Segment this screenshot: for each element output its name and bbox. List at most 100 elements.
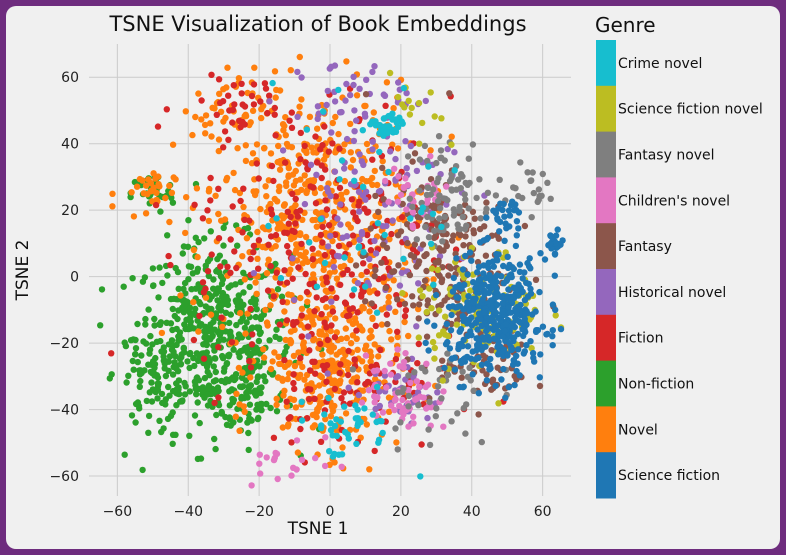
point-historical-novel [337,221,344,228]
point-fiction [415,340,422,348]
point-non-fiction [204,258,212,265]
point-fiction [282,159,289,166]
point-science-fiction-novel [405,97,412,105]
point-fantasy-novel [535,186,543,193]
point-fiction [342,300,350,307]
point-novel [353,92,361,99]
point-non-fiction [161,365,168,372]
point-novel [182,108,189,115]
point-children-s-novel [298,456,306,463]
point-science-fiction [449,288,457,295]
point-fantasy [384,320,391,328]
point-fantasy [378,259,385,266]
point-science-fiction [441,364,448,372]
point-science-fiction [499,308,506,315]
point-novel [297,294,304,302]
point-novel [310,262,317,269]
point-crime-novel [451,167,458,174]
point-fiction [291,228,298,235]
point-science-fiction-novel [406,111,414,118]
point-crime-novel [393,119,400,126]
point-fiction [297,354,304,362]
x-tick-label: 40 [463,504,481,520]
point-novel [339,196,346,203]
point-science-fiction [516,261,524,268]
point-fiction [343,312,351,320]
point-historical-novel [403,165,410,172]
point-historical-novel [398,269,405,276]
point-non-fiction [184,243,192,250]
point-non-fiction [253,306,260,313]
point-non-fiction [169,199,177,206]
point-children-s-novel [263,454,270,461]
point-science-fiction-novel [416,140,423,147]
point-fiction [283,279,291,286]
point-science-fiction [488,316,495,323]
point-crime-novel [306,239,313,246]
point-fantasy-novel [416,156,424,163]
point-fiction [271,111,278,118]
point-novel [302,249,309,256]
point-fantasy [457,232,464,239]
point-children-s-novel [409,209,417,216]
point-non-fiction [173,365,180,372]
point-non-fiction [196,298,203,306]
point-non-fiction [203,341,210,349]
point-non-fiction [151,322,158,329]
point-novel [274,198,281,205]
point-novel [327,413,335,420]
point-fiction [293,318,300,326]
point-novel [190,246,198,254]
point-novel [302,255,309,262]
point-science-fiction-novel [439,377,446,384]
point-historical-novel [351,128,358,135]
point-fantasy [435,257,442,264]
point-children-s-novel [395,173,402,180]
point-science-fiction [524,259,531,267]
point-crime-novel [400,255,407,262]
point-novel [278,375,286,382]
point-non-fiction [210,378,218,385]
x-tick-label: 60 [534,504,552,520]
point-non-fiction [156,417,163,424]
point-fantasy-novel [392,425,399,432]
point-historical-novel [381,372,389,379]
point-fantasy-novel [400,385,407,392]
legend-label: Fiction [618,331,663,347]
point-historical-novel [369,146,376,153]
point-crime-novel [357,418,364,426]
point-non-fiction [172,431,179,438]
point-science-fiction [487,355,494,363]
point-fantasy [395,262,402,269]
point-science-fiction [456,328,463,335]
point-fantasy-novel [426,398,433,406]
point-novel [272,243,279,250]
point-fantasy [411,150,419,157]
x-tick-label: 0 [326,504,335,520]
point-science-fiction [465,293,472,300]
point-fiction [414,360,421,367]
point-novel [208,133,215,140]
point-children-s-novel [256,451,263,458]
point-crime-novel [360,249,367,256]
point-historical-novel [375,188,383,195]
point-science-fiction [480,237,487,244]
point-science-fiction-novel [448,141,455,148]
point-fiction [271,104,278,112]
point-novel [150,170,157,177]
point-fantasy-novel [524,169,531,176]
point-fantasy-novel [476,176,483,183]
point-fiction [383,311,390,318]
point-science-fiction [476,338,483,346]
point-science-fiction-novel [552,312,559,319]
point-science-fiction [491,324,498,331]
point-non-fiction [146,389,153,396]
point-science-fiction-novel [438,115,445,122]
point-non-fiction [164,415,172,423]
point-fiction [418,441,425,448]
point-non-fiction [193,391,200,398]
point-novel [189,131,196,139]
point-fiction [215,343,222,351]
point-novel [277,157,284,165]
point-science-fiction [523,342,530,349]
